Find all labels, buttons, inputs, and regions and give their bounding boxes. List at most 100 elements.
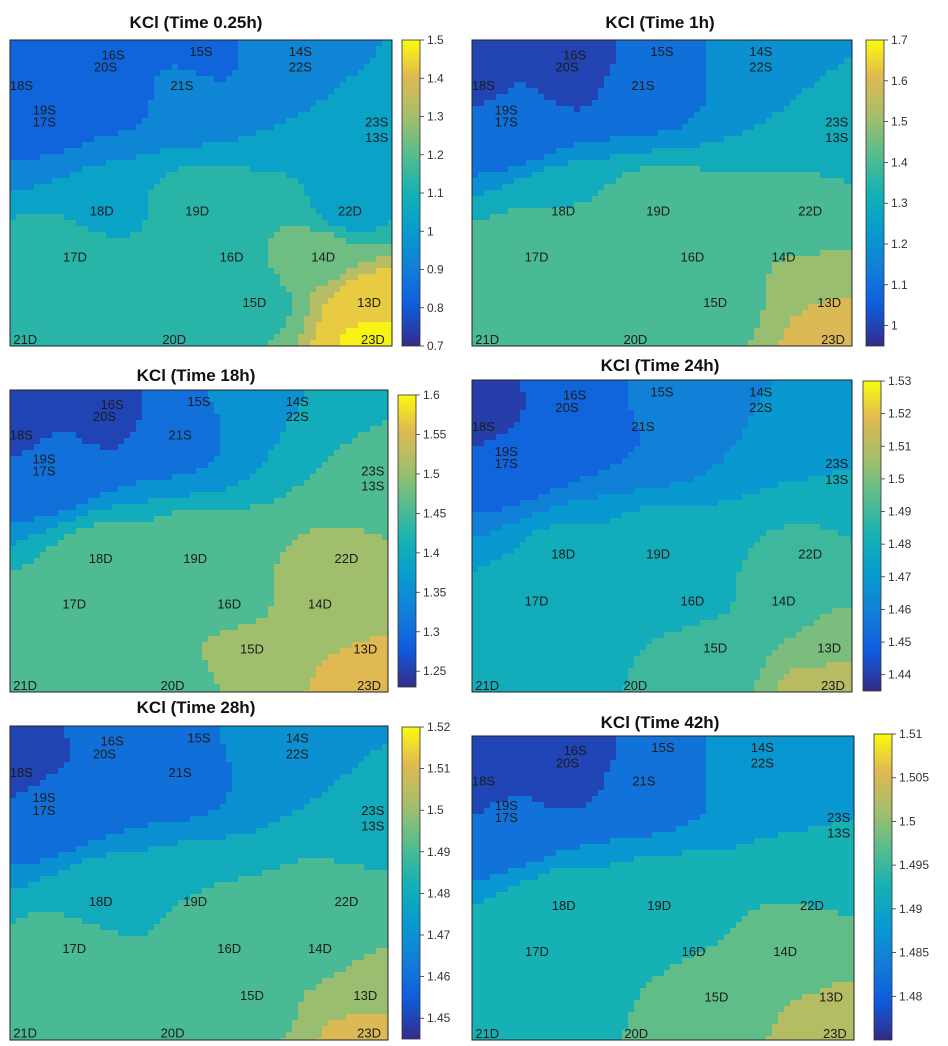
sensor-label-14d: 14D [308, 941, 332, 956]
sensor-label-15d: 15D [240, 988, 264, 1003]
sensor-label-14d: 14D [308, 596, 332, 611]
sensor-label-20d: 20D [161, 1026, 185, 1041]
sensor-label-18s: 18S [10, 765, 33, 780]
sensor-label-15s: 15S [187, 731, 210, 746]
colorbar-tick-label: 1.48 [427, 886, 451, 900]
sensor-label-21s: 21S [632, 774, 655, 789]
sensor-label-13d: 13D [353, 642, 377, 657]
sensor-label-21d: 21D [13, 332, 37, 347]
sensor-label-15d: 15D [705, 989, 729, 1004]
sensor-label-18s: 18S [10, 78, 33, 93]
colorbar-tick-label: 1.5 [427, 33, 444, 47]
colorbar-tick-label: 1.52 [427, 720, 451, 734]
sensor-label-19d: 19D [646, 547, 670, 562]
sensor-label-23s: 23S [827, 810, 850, 825]
panel-title: KCl (Time 42h) [601, 713, 720, 732]
sensor-label-14s: 14S [289, 44, 312, 59]
sensor-label-21d: 21D [475, 678, 499, 693]
colorbar-ramp [402, 727, 420, 1039]
colorbar-tick-label: 1.3 [427, 110, 444, 124]
colorbar-tick-label: 1.53 [888, 374, 912, 388]
sensor-label-19d: 19D [183, 551, 207, 566]
contour-field [472, 736, 857, 1041]
sensor-label-23d: 23D [357, 678, 381, 693]
sensor-label-18d: 18D [551, 547, 575, 562]
sensor-label-16d: 16D [217, 596, 241, 611]
sensor-label-22s: 22S [286, 746, 309, 761]
colorbar-tick-label: 1.51 [888, 439, 912, 453]
sensor-label-20d: 20D [162, 332, 186, 347]
sensor-label-20d: 20D [161, 678, 185, 693]
sensor-label-20s: 20S [555, 60, 578, 75]
sensor-label-23d: 23D [821, 332, 845, 347]
sensor-label-18d: 18D [90, 203, 114, 218]
panel-title: KCl (Time 24h) [601, 356, 720, 375]
colorbar: 1.521.511.51.491.481.471.461.45 [402, 720, 451, 1039]
colorbar-tick-label: 1.48 [888, 537, 912, 551]
colorbar-tick-label: 1.1 [891, 278, 908, 292]
sensor-label-14d: 14D [311, 249, 335, 264]
sensor-label-21d: 21D [13, 678, 37, 693]
sensor-label-17s: 17S [495, 456, 518, 471]
sensor-label-18d: 18D [89, 894, 113, 909]
sensor-label-22d: 22D [334, 551, 358, 566]
contour-field [472, 40, 857, 347]
sensor-label-17s: 17S [33, 115, 56, 130]
colorbar-ramp [398, 395, 416, 687]
colorbar-tick-label: 1.5 [899, 814, 916, 828]
sensor-label-15d: 15D [703, 640, 727, 655]
colorbar-tick-label: 1.45 [427, 1011, 451, 1025]
sensor-label-17s: 17S [495, 115, 518, 130]
sensor-label-22s: 22S [749, 60, 772, 75]
sensor-label-22d: 22D [338, 203, 362, 218]
sensor-label-15s: 15S [187, 394, 210, 409]
colorbar-tick-label: 1.1 [427, 186, 444, 200]
sensor-label-22s: 22S [289, 60, 312, 75]
colorbar: 1.531.521.511.51.491.481.471.461.451.44 [863, 374, 912, 691]
sensor-label-13d: 13D [353, 988, 377, 1003]
sensor-label-23d: 23D [821, 678, 845, 693]
sensor-label-18s: 18S [472, 774, 495, 789]
sensor-label-23s: 23S [365, 115, 388, 130]
sensor-label-17s: 17S [32, 464, 55, 479]
colorbar-tick-label: 1.3 [423, 625, 440, 639]
sensor-label-17d: 17D [525, 944, 549, 959]
sensor-label-22d: 22D [800, 898, 824, 913]
colorbar-tick-label: 1.6 [891, 74, 908, 88]
sensor-label-17d: 17D [525, 249, 549, 264]
sensor-label-15s: 15S [651, 740, 674, 755]
colorbar-tick-label: 1.45 [423, 506, 447, 520]
contour-field [10, 726, 389, 1041]
colorbar-tick-label: 1.25 [423, 664, 447, 678]
colorbar-tick-label: 1.4 [427, 71, 444, 85]
sensor-label-18d: 18D [552, 898, 576, 913]
colorbar-tick-label: 1.52 [888, 407, 912, 421]
sensor-label-23d: 23D [357, 1026, 381, 1041]
sensor-label-18s: 18S [10, 427, 33, 442]
colorbar-tick-label: 1.55 [423, 427, 447, 441]
sensor-label-16d: 16D [220, 249, 244, 264]
sensor-label-19d: 19D [185, 203, 209, 218]
sensor-label-20s: 20S [93, 409, 116, 424]
colorbar-tick-label: 1.45 [888, 635, 912, 649]
colorbar-tick-label: 1.6 [423, 388, 440, 402]
colorbar-tick-label: 1.49 [427, 845, 451, 859]
sensor-label-17d: 17D [62, 941, 86, 956]
colorbar-tick-label: 1.495 [899, 858, 929, 872]
colorbar-tick-label: 1.7 [891, 33, 908, 47]
sensor-label-19d: 19D [183, 894, 207, 909]
colorbar-tick-label: 0.9 [427, 263, 444, 277]
colorbar-tick-label: 1.46 [888, 602, 912, 616]
sensor-label-14d: 14D [772, 594, 796, 609]
sensor-label-20s: 20S [555, 400, 578, 415]
sensor-label-23s: 23S [361, 464, 384, 479]
colorbar-tick-label: 1.4 [423, 546, 440, 560]
colorbar-tick-label: 0.7 [427, 339, 444, 353]
